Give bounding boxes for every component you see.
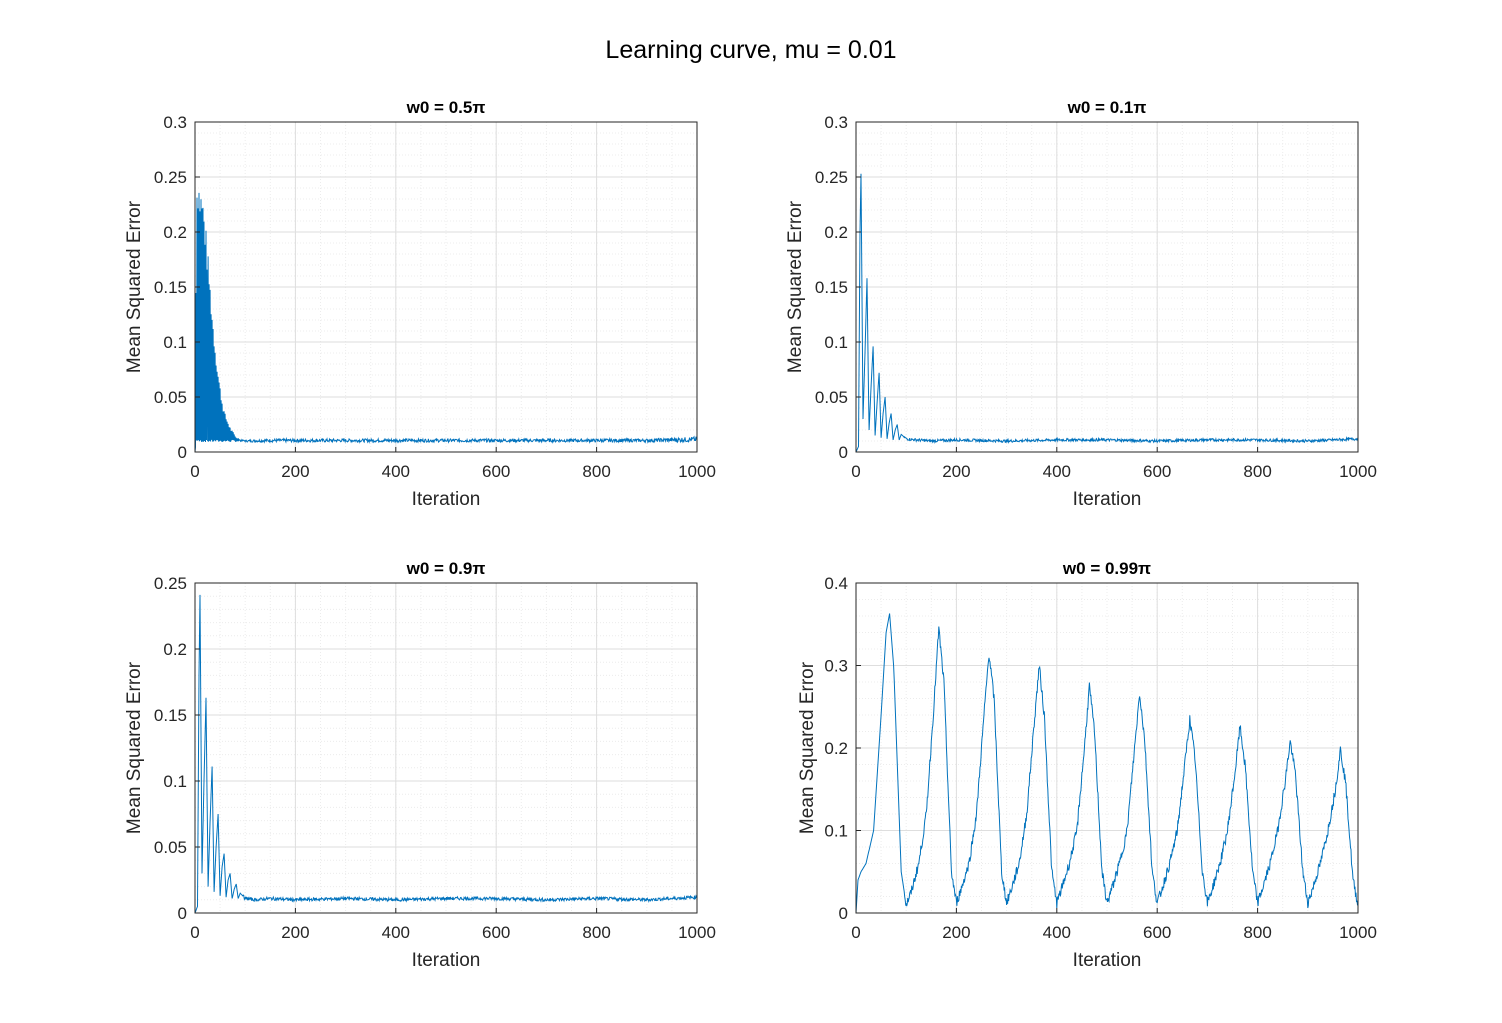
x-tick-label: 200 (942, 923, 970, 942)
y-tick-label: 0.15 (815, 278, 848, 297)
x-tick-label: 200 (281, 462, 309, 481)
x-tick-label: 800 (1243, 923, 1271, 942)
y-tick-label: 0.3 (824, 657, 848, 676)
x-tick-label: 600 (1143, 923, 1171, 942)
x-tick-label: 800 (1243, 462, 1271, 481)
series-line (855, 613, 1359, 914)
y-tick-label: 0.05 (154, 838, 187, 857)
y-tick-label: 0 (839, 443, 848, 462)
x-tick-label: 0 (190, 923, 199, 942)
x-axis-label: Iteration (412, 950, 481, 971)
subplot-4: 0 200 400 600 800 1000 0 0.1 0.2 0.3 0.4 w0 = 0.99π… (797, 559, 1377, 971)
y-tick-label: 0 (178, 443, 187, 462)
x-tick-label: 200 (942, 462, 970, 481)
x-axis-label: Iteration (1073, 489, 1142, 510)
x-axis-label: Iteration (412, 489, 481, 510)
y-tick-label: 0.05 (815, 388, 848, 407)
x-tick-label: 400 (1043, 462, 1071, 481)
series-line (194, 594, 698, 914)
subplot-1: 0 200 400 600 800 1000 0 0.05 0.1 0.15 0.2 0.25 0.3 w… (124, 98, 716, 510)
y-tick-label: 0.4 (824, 574, 848, 593)
figure-title: Learning curve, mu = 0.01 (605, 36, 897, 64)
y-axis-label: Mean Squared Error (124, 661, 145, 834)
subplot-2: 0 200 400 600 800 1000 0 0.05 0.1 0.15 0.2 0.25 0.3 w… (785, 98, 1377, 510)
y-tick-label: 0.15 (154, 706, 187, 725)
x-tick-label: 0 (851, 923, 860, 942)
x-axis-label: Iteration (1073, 950, 1142, 971)
x-tick-label: 400 (382, 923, 410, 942)
x-tick-label: 600 (482, 462, 510, 481)
x-tick-label: 600 (1143, 462, 1171, 481)
x-tick-label: 400 (1043, 923, 1071, 942)
x-tick-label: 600 (482, 923, 510, 942)
y-tick-label: 0.1 (824, 333, 848, 352)
subplot-title: w0 = 0.5π (406, 98, 486, 117)
x-tick-label: 1000 (678, 462, 716, 481)
subplot-3: 0 200 400 600 800 1000 0 0.05 0.1 0.15 0.2 0.25 w0 =… (124, 559, 716, 971)
axes-box (194, 582, 698, 914)
y-tick-label: 0.1 (163, 772, 187, 791)
y-tick-label: 0.25 (154, 574, 187, 593)
y-axis-label: Mean Squared Error (797, 661, 818, 834)
x-tick-label: 1000 (1339, 462, 1377, 481)
y-tick-label: 0.3 (824, 113, 848, 132)
y-tick-label: 0.2 (824, 223, 848, 242)
y-axis-label: Mean Squared Error (785, 200, 806, 373)
y-axis-label: Mean Squared Error (124, 200, 145, 373)
y-tick-label: 0.15 (154, 278, 187, 297)
y-tick-label: 0.05 (154, 388, 187, 407)
y-tick-label: 0.2 (824, 739, 848, 758)
y-tick-label: 0 (178, 904, 187, 923)
y-tick-label: 0.3 (163, 113, 187, 132)
y-tick-label: 0.1 (163, 333, 187, 352)
subplot-title: w0 = 0.1π (1067, 98, 1147, 117)
x-tick-label: 0 (190, 462, 199, 481)
y-tick-label: 0 (839, 904, 848, 923)
y-tick-label: 0.1 (824, 822, 848, 841)
x-tick-label: 400 (382, 462, 410, 481)
subplot-title: w0 = 0.9π (406, 559, 486, 578)
x-tick-label: 800 (582, 923, 610, 942)
x-tick-label: 1000 (1339, 923, 1377, 942)
subplot-title: w0 = 0.99π (1062, 559, 1151, 578)
y-tick-label: 0.2 (163, 223, 187, 242)
y-tick-label: 0.25 (815, 168, 848, 187)
series-line (855, 173, 1358, 453)
x-tick-label: 1000 (678, 923, 716, 942)
x-tick-label: 200 (281, 923, 309, 942)
series-line (194, 192, 698, 453)
y-tick-label: 0.2 (163, 640, 187, 659)
x-tick-label: 800 (582, 462, 610, 481)
y-tick-label: 0.25 (154, 168, 187, 187)
x-tick-label: 0 (851, 462, 860, 481)
